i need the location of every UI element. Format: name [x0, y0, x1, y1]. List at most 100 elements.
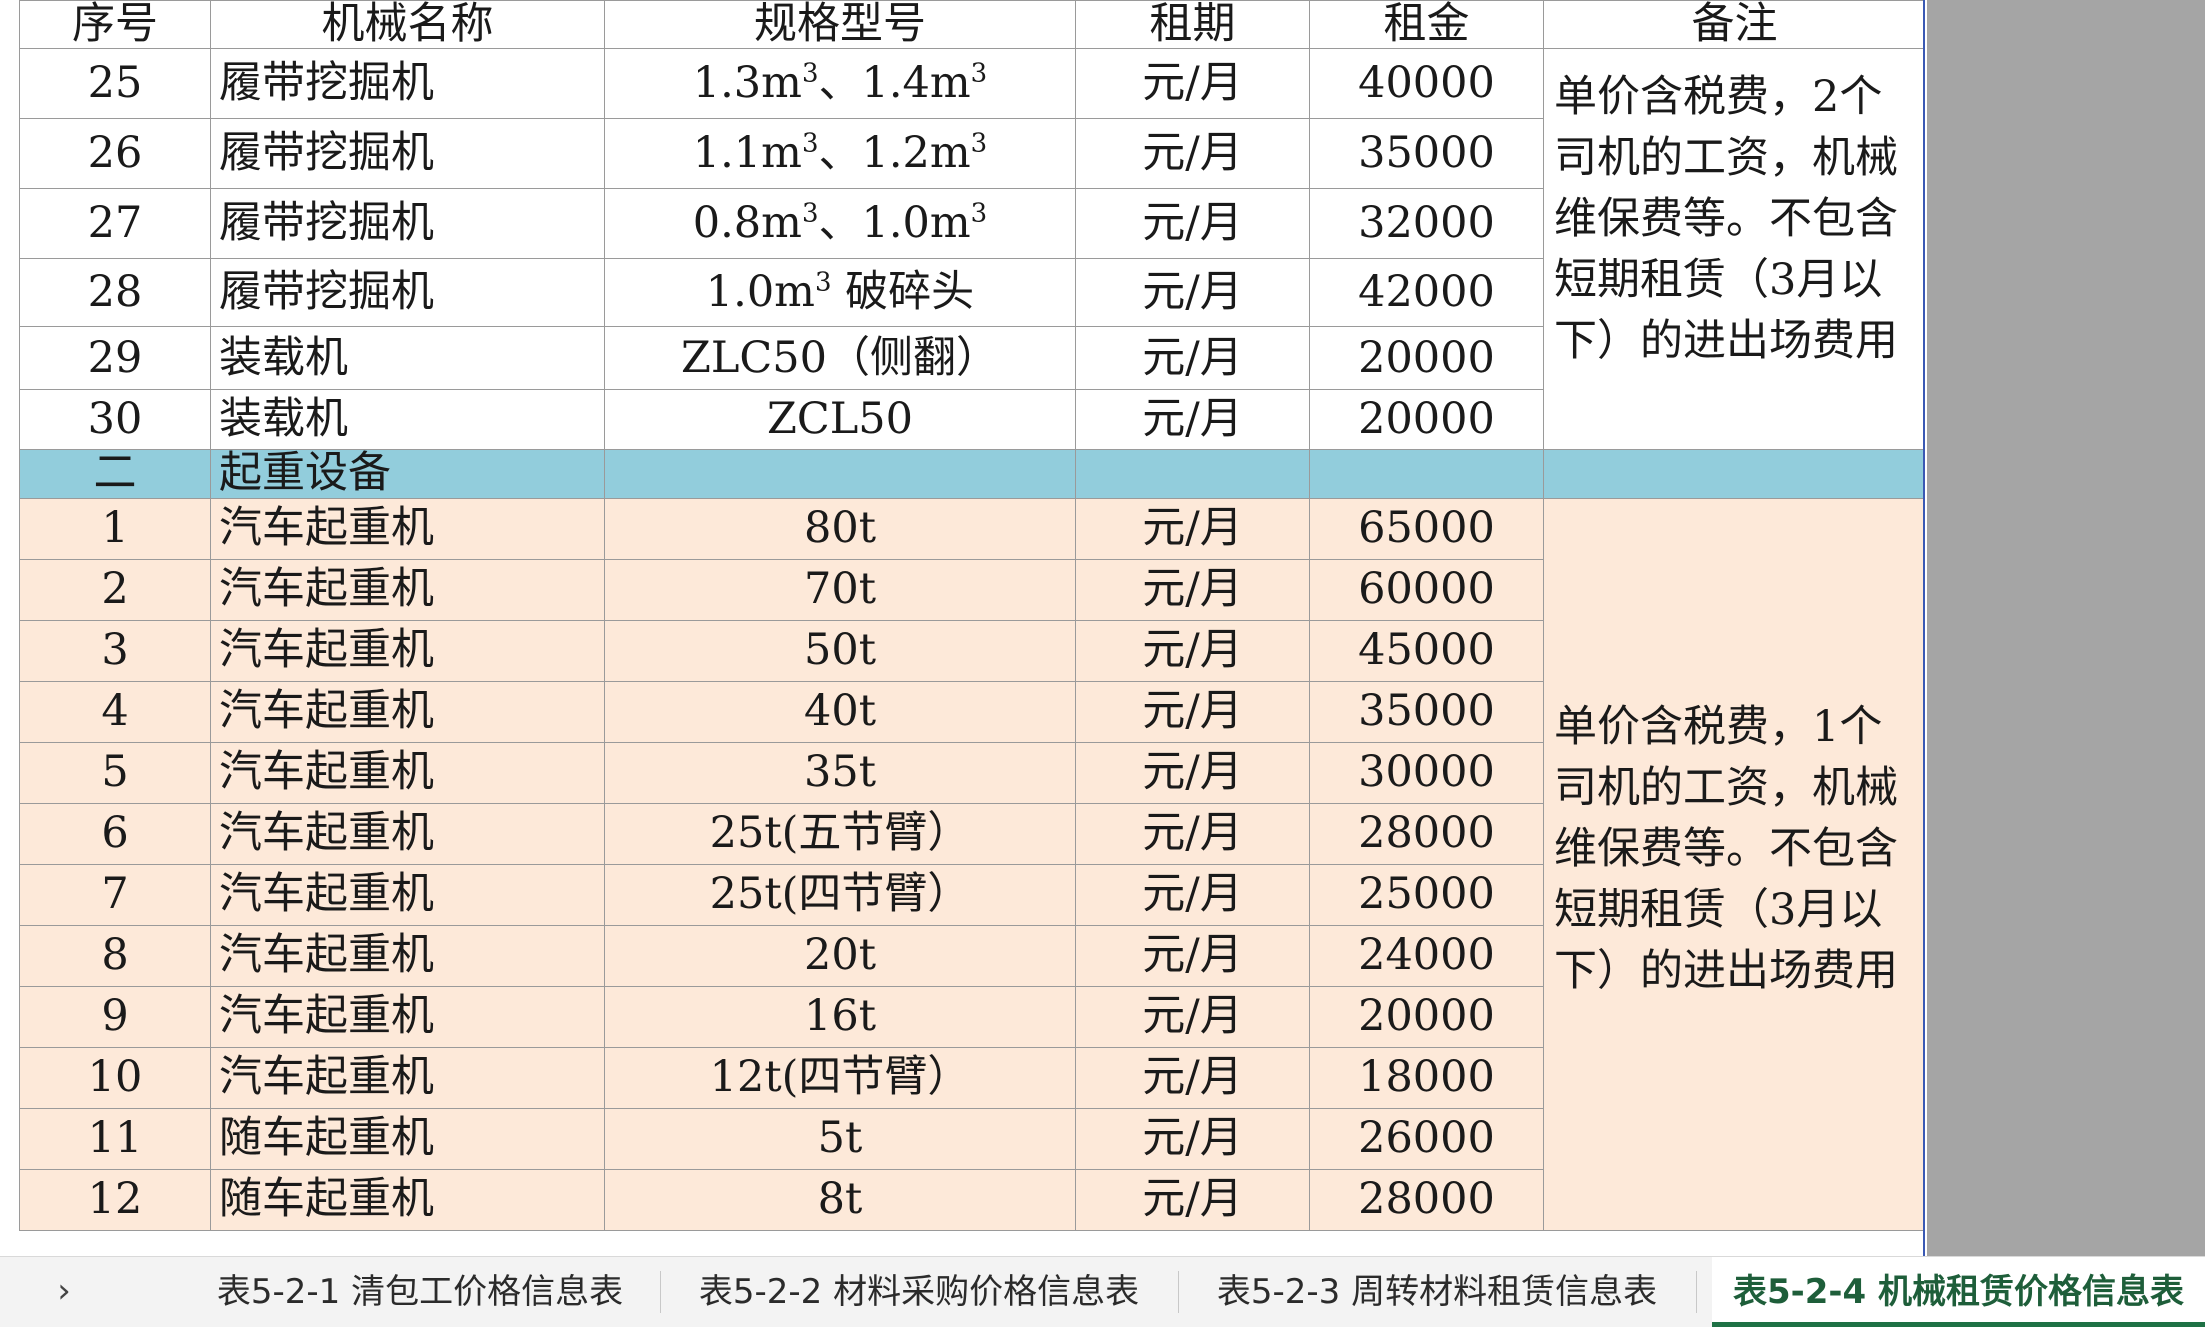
- row-price[interactable]: 20000: [1309, 326, 1544, 391]
- row-price[interactable]: 40000: [1309, 48, 1544, 120]
- row-spec[interactable]: 1.0m3 破碎头: [604, 258, 1076, 328]
- row-no[interactable]: 25: [19, 48, 211, 120]
- sheet-tab-5-2-3[interactable]: 表5-2-3 周转材料租赁信息表: [1216, 1272, 1658, 1312]
- sheet-tab-5-2-1[interactable]: 表5-2-1 清包工价格信息表: [216, 1272, 624, 1312]
- row-term[interactable]: 元/月: [1075, 802, 1310, 865]
- row-no[interactable]: 12: [19, 1168, 211, 1231]
- row-spec[interactable]: 40t: [604, 680, 1076, 743]
- sheet-tab-5-2-2[interactable]: 表5-2-2 材料采购价格信息表: [698, 1272, 1140, 1312]
- header-spec[interactable]: 规格型号: [604, 0, 1076, 50]
- row-spec[interactable]: 8t: [604, 1168, 1076, 1231]
- row-price[interactable]: 32000: [1309, 188, 1544, 260]
- section-name[interactable]: 起重设备: [210, 449, 605, 499]
- row-price[interactable]: 30000: [1309, 741, 1544, 804]
- row-term[interactable]: 元/月: [1075, 389, 1310, 451]
- row-spec[interactable]: 5t: [604, 1107, 1076, 1170]
- row-spec[interactable]: 20t: [604, 924, 1076, 987]
- row-no[interactable]: 9: [19, 985, 211, 1048]
- row-term[interactable]: 元/月: [1075, 497, 1310, 560]
- row-name[interactable]: 汽车起重机: [210, 802, 605, 865]
- row-name[interactable]: 汽车起重机: [210, 985, 605, 1048]
- row-no[interactable]: 10: [19, 1046, 211, 1109]
- row-price[interactable]: 24000: [1309, 924, 1544, 987]
- row-term[interactable]: 元/月: [1075, 188, 1310, 260]
- row-spec[interactable]: 70t: [604, 558, 1076, 621]
- row-price[interactable]: 42000: [1309, 258, 1544, 328]
- row-term[interactable]: 元/月: [1075, 258, 1310, 328]
- row-no[interactable]: 30: [19, 389, 211, 451]
- row-no[interactable]: 6: [19, 802, 211, 865]
- row-name[interactable]: 履带挖掘机: [210, 188, 605, 260]
- row-no[interactable]: 28: [19, 258, 211, 328]
- row-term[interactable]: 元/月: [1075, 863, 1310, 926]
- row-price[interactable]: 45000: [1309, 619, 1544, 682]
- row-name[interactable]: 装载机: [210, 389, 605, 451]
- row-no[interactable]: 7: [19, 863, 211, 926]
- row-spec[interactable]: 35t: [604, 741, 1076, 804]
- row-spec[interactable]: 25t(五节臂）: [604, 802, 1076, 865]
- sheet-tab-5-2-4[interactable]: 表5-2-4 机械租赁价格信息表: [1712, 1257, 2205, 1327]
- row-price[interactable]: 25000: [1309, 863, 1544, 926]
- row-term[interactable]: 元/月: [1075, 1168, 1310, 1231]
- row-name[interactable]: 汽车起重机: [210, 497, 605, 560]
- row-term[interactable]: 元/月: [1075, 619, 1310, 682]
- row-price[interactable]: 20000: [1309, 389, 1544, 451]
- row-no[interactable]: 2: [19, 558, 211, 621]
- row-name[interactable]: 汽车起重机: [210, 619, 605, 682]
- row-name[interactable]: 履带挖掘机: [210, 258, 605, 328]
- header-name[interactable]: 机械名称: [210, 0, 605, 50]
- row-no[interactable]: 3: [19, 619, 211, 682]
- row-price[interactable]: 35000: [1309, 118, 1544, 190]
- empty-cell[interactable]: [604, 449, 1076, 499]
- empty-cell[interactable]: [1309, 449, 1544, 499]
- row-spec[interactable]: 25t(四节臂）: [604, 863, 1076, 926]
- row-no[interactable]: 8: [19, 924, 211, 987]
- row-term[interactable]: 元/月: [1075, 1046, 1310, 1109]
- row-name[interactable]: 履带挖掘机: [210, 48, 605, 120]
- empty-cell[interactable]: [1543, 449, 1925, 499]
- row-spec[interactable]: 1.1m3、1.2m3: [604, 118, 1076, 190]
- row-term[interactable]: 元/月: [1075, 48, 1310, 120]
- row-name[interactable]: 汽车起重机: [210, 1046, 605, 1109]
- header-term[interactable]: 租期: [1075, 0, 1310, 50]
- row-price[interactable]: 28000: [1309, 802, 1544, 865]
- row-name[interactable]: 装载机: [210, 326, 605, 391]
- row-price[interactable]: 28000: [1309, 1168, 1544, 1231]
- row-term[interactable]: 元/月: [1075, 680, 1310, 743]
- row-no[interactable]: 4: [19, 680, 211, 743]
- empty-cell[interactable]: [1075, 449, 1310, 499]
- row-term[interactable]: 元/月: [1075, 118, 1310, 190]
- row-note[interactable]: 单价含税费，2个司机的工资，机械维保费等。不包含短期租赁（3月以下）的进出场费用: [1543, 48, 1925, 451]
- row-price[interactable]: 60000: [1309, 558, 1544, 621]
- row-price[interactable]: 18000: [1309, 1046, 1544, 1109]
- chevron-right-icon[interactable]: ›: [57, 1271, 71, 1311]
- row-spec[interactable]: ZCL50: [604, 389, 1076, 451]
- row-spec[interactable]: 12t(四节臂）: [604, 1046, 1076, 1109]
- row-price[interactable]: 65000: [1309, 497, 1544, 560]
- row-name[interactable]: 汽车起重机: [210, 741, 605, 804]
- header-no[interactable]: 序号: [19, 0, 211, 50]
- row-no[interactable]: 1: [19, 497, 211, 560]
- row-spec[interactable]: 80t: [604, 497, 1076, 560]
- row-name[interactable]: 随车起重机: [210, 1107, 605, 1170]
- header-note[interactable]: 备注: [1543, 0, 1925, 50]
- row-term[interactable]: 元/月: [1075, 924, 1310, 987]
- row-name[interactable]: 汽车起重机: [210, 863, 605, 926]
- row-name[interactable]: 汽车起重机: [210, 558, 605, 621]
- row-term[interactable]: 元/月: [1075, 741, 1310, 804]
- row-price[interactable]: 35000: [1309, 680, 1544, 743]
- row-no[interactable]: 26: [19, 118, 211, 190]
- row-price[interactable]: 26000: [1309, 1107, 1544, 1170]
- header-price[interactable]: 租金: [1309, 0, 1544, 50]
- row-price[interactable]: 20000: [1309, 985, 1544, 1048]
- section-no[interactable]: 二: [19, 449, 211, 499]
- row-term[interactable]: 元/月: [1075, 326, 1310, 391]
- row-name[interactable]: 汽车起重机: [210, 680, 605, 743]
- row-no[interactable]: 11: [19, 1107, 211, 1170]
- row-spec[interactable]: 50t: [604, 619, 1076, 682]
- row-no[interactable]: 29: [19, 326, 211, 391]
- row-term[interactable]: 元/月: [1075, 1107, 1310, 1170]
- row-name[interactable]: 随车起重机: [210, 1168, 605, 1231]
- row-no[interactable]: 27: [19, 188, 211, 260]
- row-note[interactable]: 单价含税费，1个司机的工资，机械维保费等。不包含短期租赁（3月以下）的进出场费用: [1543, 497, 1925, 1231]
